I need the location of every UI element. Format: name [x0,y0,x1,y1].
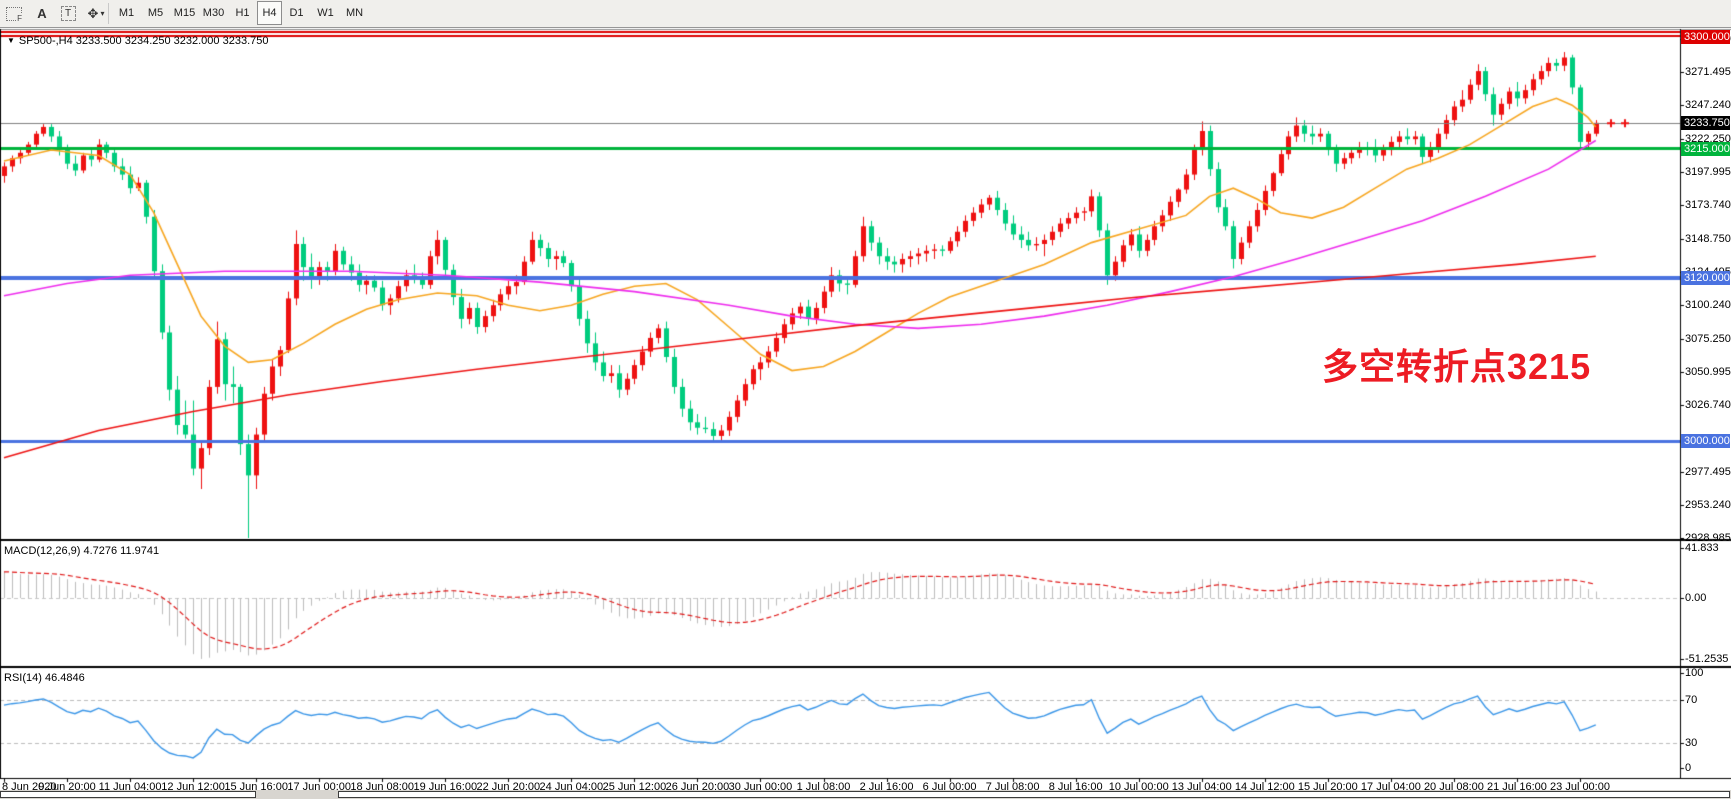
price-badge: 3120.000 [1681,271,1730,286]
rsi-tick-label: 100 [1685,667,1704,679]
templates-grid-icon[interactable]: F [2,2,26,25]
label-tool-icon[interactable]: T [56,2,80,25]
chart-canvas[interactable] [0,28,1731,799]
price-tick-label: 2977.495 [1685,465,1731,478]
rsi-tick-label: 70 [1685,693,1698,706]
timeframe-m5[interactable]: M5 [147,7,164,19]
price-tick-label: 3271.495 [1685,65,1731,78]
price-badge: 3215.000 [1681,141,1730,156]
price-tick-label: 3148.750 [1685,232,1731,245]
rsi-tick-label: 30 [1685,736,1698,749]
timeframe-d1[interactable]: D1 [289,7,304,19]
scrollbar-segment-left[interactable] [0,791,256,798]
timeframe-m15[interactable]: M15 [173,7,196,19]
timeframe-mn[interactable]: MN [345,7,364,19]
price-badge: 3000.000 [1681,434,1730,449]
timeframe-h1[interactable]: H1 [235,7,250,19]
symbol-header: ▼ SP500-,H4 3233.500 3234.250 3232.000 32… [7,35,268,47]
collapse-arrow-icon: ▼ [7,36,15,45]
price-tick-label: 3100.240 [1685,298,1731,311]
timeframe-row: M1 M5 M15 M30 H1 H4 D1 W1 MN [112,1,369,25]
toolbar: F A T ✥ ▾ M1 M5 M15 M30 H1 H4 D1 W1 MN [0,0,1731,28]
price-badge: 3300.000 [1681,30,1730,44]
timeframe-m30[interactable]: M30 [202,7,225,19]
macd-tick-label: 41.833 [1685,542,1719,555]
dropdown-arrow-icon: ▾ [100,9,105,18]
price-tick-label: 3075.250 [1685,332,1731,345]
chart-text-annotation[interactable]: 多空转折点3215 [1322,346,1592,387]
timeframe-w1[interactable]: W1 [317,7,334,19]
macd-tick-label: 0.00 [1685,592,1707,604]
macd-label: MACD(12,26,9) 4.7276 11.9741 [4,545,160,557]
price-tick-label: 2928.985 [1685,532,1731,545]
price-tick-label: 3026.740 [1685,398,1731,411]
price-tick-label: 2953.240 [1685,499,1731,511]
rsi-tick-label: 0 [1685,762,1692,774]
text-tool-icon[interactable]: A [37,6,47,21]
symbol-ohlc-text: SP500-,H4 3233.500 3234.250 3232.000 323… [18,35,269,47]
toolbar-separator [108,3,109,24]
timeframe-m1[interactable]: M1 [118,7,135,19]
scrollbar-segment-right[interactable] [338,791,1730,798]
chart-area: ▼ SP500-,H4 3233.500 3234.250 3232.000 32… [0,28,1731,799]
price-tick-label: 3197.995 [1685,165,1731,178]
price-tick-label: 3247.240 [1685,98,1731,111]
rsi-label: RSI(14) 46.4846 [4,672,85,684]
price-badge: 3233.750 [1681,116,1730,131]
macd-tick-label: -51.2535 [1685,653,1729,665]
timeframe-h4[interactable]: H4 [257,1,282,25]
price-tick-label: 3050.995 [1685,365,1731,378]
bottom-strip [0,790,1731,799]
arrows-tool-icon[interactable]: ✥ ▾ [87,5,105,21]
price-tick-label: 3173.740 [1685,198,1731,211]
